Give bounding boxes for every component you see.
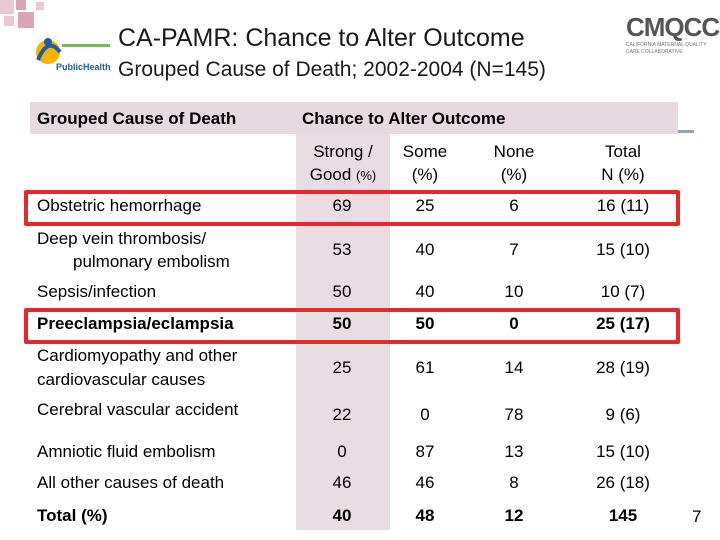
table-row-cause: All other causes of death: [37, 473, 225, 492]
table-cell-strong: 40: [332, 506, 352, 525]
subheader-total-line2: N (%): [601, 165, 645, 184]
column-header-cause: Grouped Cause of Death: [37, 109, 237, 128]
subheader-total-line1: Total: [605, 142, 641, 161]
page-number: 7: [692, 507, 702, 526]
subheader-none-line2: (%): [500, 165, 528, 184]
table-cell-strong: 69: [332, 196, 352, 215]
decor-square: [4, 16, 14, 26]
table-cell-none: 10: [504, 282, 524, 301]
table-cell-none: 6: [509, 196, 519, 215]
page-subtitle: Grouped Cause of Death; 2002-2004 (N=145…: [118, 58, 546, 81]
table-cell-none: 14: [504, 358, 524, 377]
table-cell-strong: 50: [332, 314, 352, 333]
subheader-strong-line2: Good (%): [296, 163, 390, 187]
table-cell-some: 50: [415, 314, 435, 333]
table-cell-strong: 46: [332, 473, 352, 492]
table-cell-some: 25: [415, 196, 435, 215]
table-cell-total: 9 (6): [605, 405, 641, 424]
strong-good-column-shading: [296, 134, 390, 530]
table-cell-none: 12: [504, 506, 524, 525]
table-cell-strong: 25: [332, 358, 352, 377]
table-cell-total: 26 (18): [596, 473, 650, 492]
subheader-some-line1: Some: [402, 142, 448, 161]
table-cell-none: 13: [504, 442, 524, 461]
subheader-strong-pct: (%): [356, 168, 377, 183]
subheader-none-line1: None: [493, 142, 535, 161]
table-row-cause: Preeclampsia/eclampsia: [37, 314, 234, 333]
table-cell-total: 145: [608, 506, 638, 525]
table-row-cause-line1: Deep vein thrombosis/: [37, 229, 207, 248]
highlight-box-hemorrhage: [24, 190, 680, 226]
public-health-logo: PublicHealth: [32, 22, 112, 82]
table-cell-none: 0: [509, 314, 519, 333]
table-cell-total: 10 (7): [600, 282, 646, 301]
table-row-total-label: Total (%): [37, 506, 108, 525]
public-health-logo-text: PublicHealth: [56, 62, 111, 72]
subheader-none: None (%): [479, 140, 549, 186]
table-row-cause: Cerebral vascular accident: [37, 400, 239, 419]
decor-square: [36, 2, 44, 10]
table-cell-none: 8: [509, 473, 519, 492]
table-cell-some: 48: [415, 506, 435, 525]
cmqcc-tagline: CALIFORNIA MATERNAL QUALITY CARE COLLABO…: [626, 42, 707, 55]
table-cell-total: 15 (10): [596, 240, 650, 259]
table-cell-some: 46: [415, 473, 435, 492]
table-cell-some: 40: [415, 240, 435, 259]
table-row-cause: Amniotic fluid embolism: [37, 442, 216, 461]
table-cell-none: 78: [504, 405, 524, 424]
column-header-chance: Chance to Alter Outcome: [302, 109, 506, 128]
table-cell-some: 0: [420, 405, 430, 424]
decor-square: [0, 0, 14, 14]
page-title: CA-PAMR: Chance to Alter Outcome: [118, 24, 525, 52]
subheader-strong-good-label: Good: [309, 165, 352, 184]
table-cell-strong: 0: [337, 442, 347, 461]
table-cell-total: 28 (19): [596, 358, 650, 377]
header-divider: [678, 130, 694, 133]
table-cell-strong: 50: [332, 282, 352, 301]
table-row-cause-line2: pulmonary embolism: [73, 252, 230, 271]
table-row-cause-line1: Cardiomyopathy and other: [37, 346, 238, 365]
table-cell-some: 40: [415, 282, 435, 301]
table-cell-strong: 53: [332, 240, 352, 259]
table-row-cause-line2: cardiovascular causes: [37, 370, 206, 389]
subheader-some: Some (%): [390, 140, 460, 186]
table-row-cause: Obstetric hemorrhage: [37, 196, 202, 215]
table-cell-total: 16 (11): [596, 196, 650, 215]
table-cell-some: 61: [415, 358, 435, 377]
subheader-some-line2: (%): [411, 165, 439, 184]
subheader-strong-good: Strong / Good (%): [296, 140, 390, 187]
table-header-band: [30, 102, 678, 134]
cmqcc-logo-text: CMQCC: [626, 12, 720, 42]
subheader-total: Total N (%): [578, 140, 668, 186]
decor-square: [16, 0, 26, 10]
table-cell-strong: 22: [332, 405, 352, 424]
decor-square: [18, 12, 34, 28]
highlight-box-preeclampsia: [24, 308, 680, 344]
table-cell-none: 7: [509, 240, 519, 259]
table-cell-total: 15 (10): [596, 442, 650, 461]
subheader-strong-line1: Strong /: [313, 142, 373, 161]
table-row-cause: Sepsis/infection: [37, 282, 157, 301]
cmqcc-logo: CMQCC CALIFORNIA MATERNAL QUALITY CARE C…: [620, 12, 720, 62]
table-cell-some: 87: [415, 442, 435, 461]
table-cell-total: 25 (17): [596, 314, 650, 333]
